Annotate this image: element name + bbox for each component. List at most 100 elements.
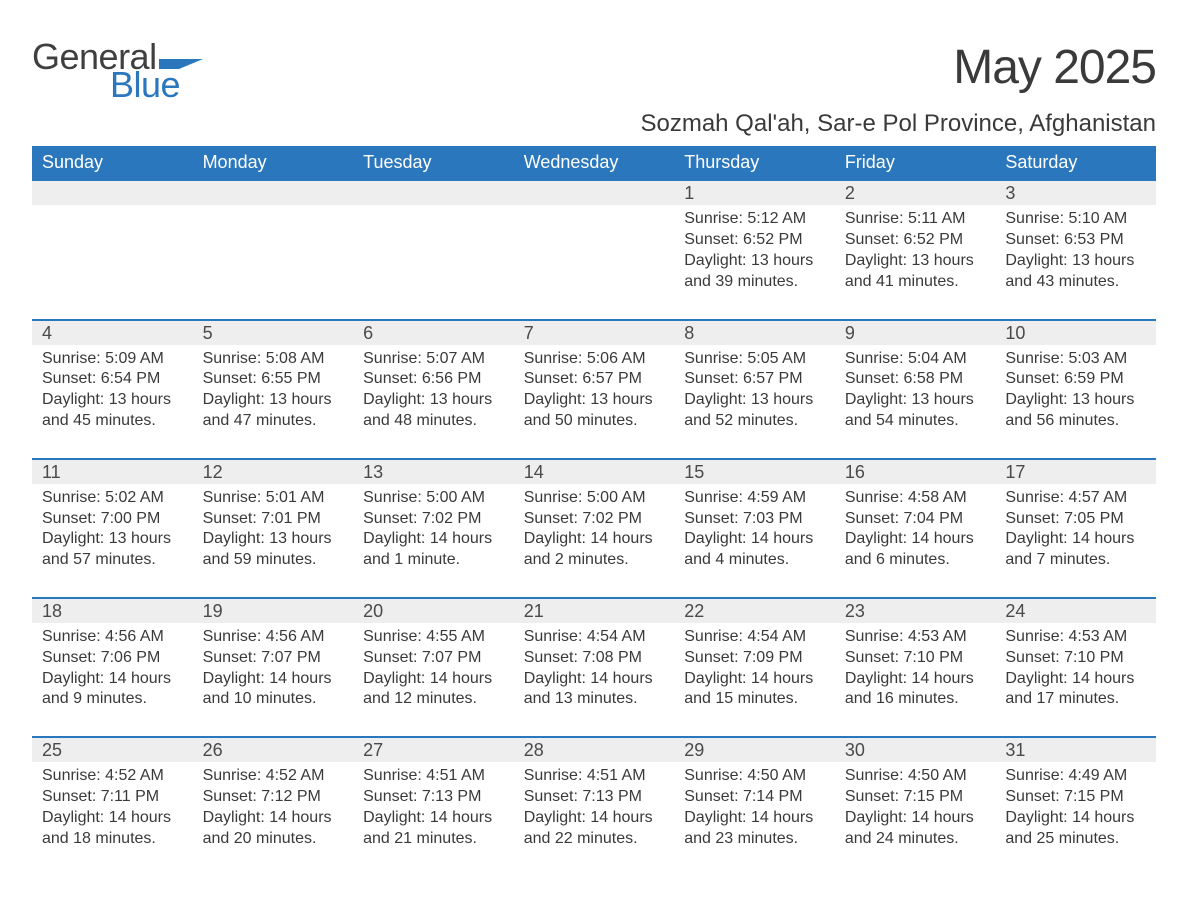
day-detail-line: Sunset: 7:13 PM (363, 787, 504, 808)
day-detail-line: and 23 minutes. (684, 829, 825, 850)
day-details: Sunrise: 4:51 AMSunset: 7:13 PMDaylight:… (353, 762, 514, 875)
weekday-header: Tuesday (353, 146, 514, 180)
day-details: Sunrise: 4:50 AMSunset: 7:14 PMDaylight:… (674, 762, 835, 875)
day-detail-line: Sunset: 7:00 PM (42, 509, 183, 530)
day-detail-line: Sunset: 7:14 PM (684, 787, 825, 808)
day-detail-line: and 18 minutes. (42, 829, 183, 850)
day-details: Sunrise: 4:58 AMSunset: 7:04 PMDaylight:… (835, 484, 996, 597)
calendar-cell: 30 Sunrise: 4:50 AMSunset: 7:15 PMDayligh… (835, 737, 996, 875)
day-detail-line: Daylight: 14 hours (524, 808, 665, 829)
day-number: 3 (995, 181, 1156, 205)
day-number (193, 181, 354, 205)
calendar-cell: 3Sunrise: 5:10 AMSunset: 6:53 PMDaylight… (995, 180, 1156, 319)
calendar-cell: 27Sunrise: 4:51 AMSunset: 7:13 PMDayligh… (353, 737, 514, 875)
day-detail-line: Daylight: 14 hours (363, 529, 504, 550)
calendar-cell: 18Sunrise: 4:56 AMSunset: 7:06 PMDayligh… (32, 598, 193, 737)
day-number (353, 181, 514, 205)
weekday-header: Saturday (995, 146, 1156, 180)
day-number: 21 (514, 599, 675, 623)
day-detail-line: Sunset: 6:59 PM (1005, 369, 1146, 390)
day-number (514, 181, 675, 205)
day-number: 30 (835, 738, 996, 762)
day-number: 22 (674, 599, 835, 623)
day-number: 10 (995, 321, 1156, 345)
day-detail-line: Sunset: 6:54 PM (42, 369, 183, 390)
day-detail-line: Sunrise: 5:11 AM (845, 209, 986, 230)
day-detail-line: Daylight: 13 hours (1005, 251, 1146, 272)
calendar-cell (193, 180, 354, 319)
calendar-cell: 23Sunrise: 4:53 AMSunset: 7:10 PMDayligh… (835, 598, 996, 737)
day-detail-line: Sunset: 7:02 PM (524, 509, 665, 530)
day-detail-line: Sunrise: 5:10 AM (1005, 209, 1146, 230)
day-detail-line: Daylight: 14 hours (845, 669, 986, 690)
day-detail-line: Sunset: 7:05 PM (1005, 509, 1146, 530)
calendar-cell: 10Sunrise: 5:03 AMSunset: 6:59 PMDayligh… (995, 320, 1156, 459)
day-detail-line: and 41 minutes. (845, 272, 986, 293)
day-details: Sunrise: 4:51 AMSunset: 7:13 PMDaylight:… (514, 762, 675, 875)
calendar-cell: 17Sunrise: 4:57 AMSunset: 7:05 PMDayligh… (995, 459, 1156, 598)
day-details: Sunrise: 4:52 AMSunset: 7:12 PMDaylight:… (193, 762, 354, 875)
day-detail-line: Sunrise: 4:50 AM (845, 766, 986, 787)
calendar-cell: 21Sunrise: 4:54 AMSunset: 7:08 PMDayligh… (514, 598, 675, 737)
day-detail-line: and 22 minutes. (524, 829, 665, 850)
day-detail-line: Sunrise: 4:53 AM (845, 627, 986, 648)
calendar-cell: 12Sunrise: 5:01 AMSunset: 7:01 PMDayligh… (193, 459, 354, 598)
day-detail-line: and 57 minutes. (42, 550, 183, 571)
calendar-cell: 25Sunrise: 4:52 AMSunset: 7:11 PMDayligh… (32, 737, 193, 875)
calendar-cell: 22Sunrise: 4:54 AMSunset: 7:09 PMDayligh… (674, 598, 835, 737)
day-detail-line: Sunrise: 5:05 AM (684, 349, 825, 370)
day-detail-line: Sunset: 6:52 PM (845, 230, 986, 251)
day-details: Sunrise: 5:06 AMSunset: 6:57 PMDaylight:… (514, 345, 675, 458)
day-detail-line: Sunset: 7:04 PM (845, 509, 986, 530)
day-detail-line: Sunrise: 4:59 AM (684, 488, 825, 509)
day-detail-line: Sunrise: 4:52 AM (42, 766, 183, 787)
day-detail-line: Daylight: 14 hours (845, 529, 986, 550)
day-detail-line: and 59 minutes. (203, 550, 344, 571)
day-number: 14 (514, 460, 675, 484)
calendar-cell: 1Sunrise: 5:12 AMSunset: 6:52 PMDaylight… (674, 180, 835, 319)
day-detail-line: Daylight: 13 hours (203, 390, 344, 411)
weekday-header-row: Sunday Monday Tuesday Wednesday Thursday… (32, 146, 1156, 180)
day-detail-line: Sunrise: 4:55 AM (363, 627, 504, 648)
day-detail-line: Daylight: 14 hours (524, 529, 665, 550)
day-number: 2 (835, 181, 996, 205)
day-detail-line: Sunset: 7:10 PM (1005, 648, 1146, 669)
calendar-cell: 7Sunrise: 5:06 AMSunset: 6:57 PMDaylight… (514, 320, 675, 459)
day-detail-line: Sunrise: 5:12 AM (684, 209, 825, 230)
calendar-cell: 4Sunrise: 5:09 AMSunset: 6:54 PMDaylight… (32, 320, 193, 459)
day-detail-line: Daylight: 13 hours (42, 390, 183, 411)
day-details (514, 205, 675, 305)
day-detail-line: Daylight: 14 hours (203, 669, 344, 690)
weekday-header: Thursday (674, 146, 835, 180)
day-detail-line: Sunset: 7:15 PM (845, 787, 986, 808)
calendar-cell: 8Sunrise: 5:05 AMSunset: 6:57 PMDaylight… (674, 320, 835, 459)
day-detail-line: Sunrise: 4:54 AM (684, 627, 825, 648)
day-details: Sunrise: 4:53 AMSunset: 7:10 PMDaylight:… (835, 623, 996, 736)
page-title: May 2025 (953, 40, 1156, 95)
calendar-cell (353, 180, 514, 319)
day-detail-line: and 7 minutes. (1005, 550, 1146, 571)
weekday-header: Sunday (32, 146, 193, 180)
day-detail-line: Daylight: 14 hours (845, 808, 986, 829)
day-detail-line: Daylight: 14 hours (1005, 529, 1146, 550)
day-number: 28 (514, 738, 675, 762)
day-detail-line: Daylight: 13 hours (42, 529, 183, 550)
day-detail-line: Sunrise: 4:52 AM (203, 766, 344, 787)
day-number: 16 (835, 460, 996, 484)
day-number: 11 (32, 460, 193, 484)
day-detail-line: and 20 minutes. (203, 829, 344, 850)
day-detail-line: and 17 minutes. (1005, 689, 1146, 710)
day-detail-line: Sunrise: 5:00 AM (524, 488, 665, 509)
day-details: Sunrise: 5:00 AMSunset: 7:02 PMDaylight:… (514, 484, 675, 597)
day-details: Sunrise: 5:03 AMSunset: 6:59 PMDaylight:… (995, 345, 1156, 458)
day-number: 4 (32, 321, 193, 345)
calendar-cell: 31Sunrise: 4:49 AMSunset: 7:15 PMDayligh… (995, 737, 1156, 875)
day-detail-line: Sunset: 6:52 PM (684, 230, 825, 251)
day-detail-line: and 47 minutes. (203, 411, 344, 432)
day-detail-line: and 24 minutes. (845, 829, 986, 850)
day-detail-line: Sunset: 7:03 PM (684, 509, 825, 530)
day-details: Sunrise: 5:09 AMSunset: 6:54 PMDaylight:… (32, 345, 193, 458)
day-detail-line: Daylight: 14 hours (1005, 808, 1146, 829)
day-detail-line: Sunset: 7:02 PM (363, 509, 504, 530)
day-detail-line: Daylight: 14 hours (203, 808, 344, 829)
